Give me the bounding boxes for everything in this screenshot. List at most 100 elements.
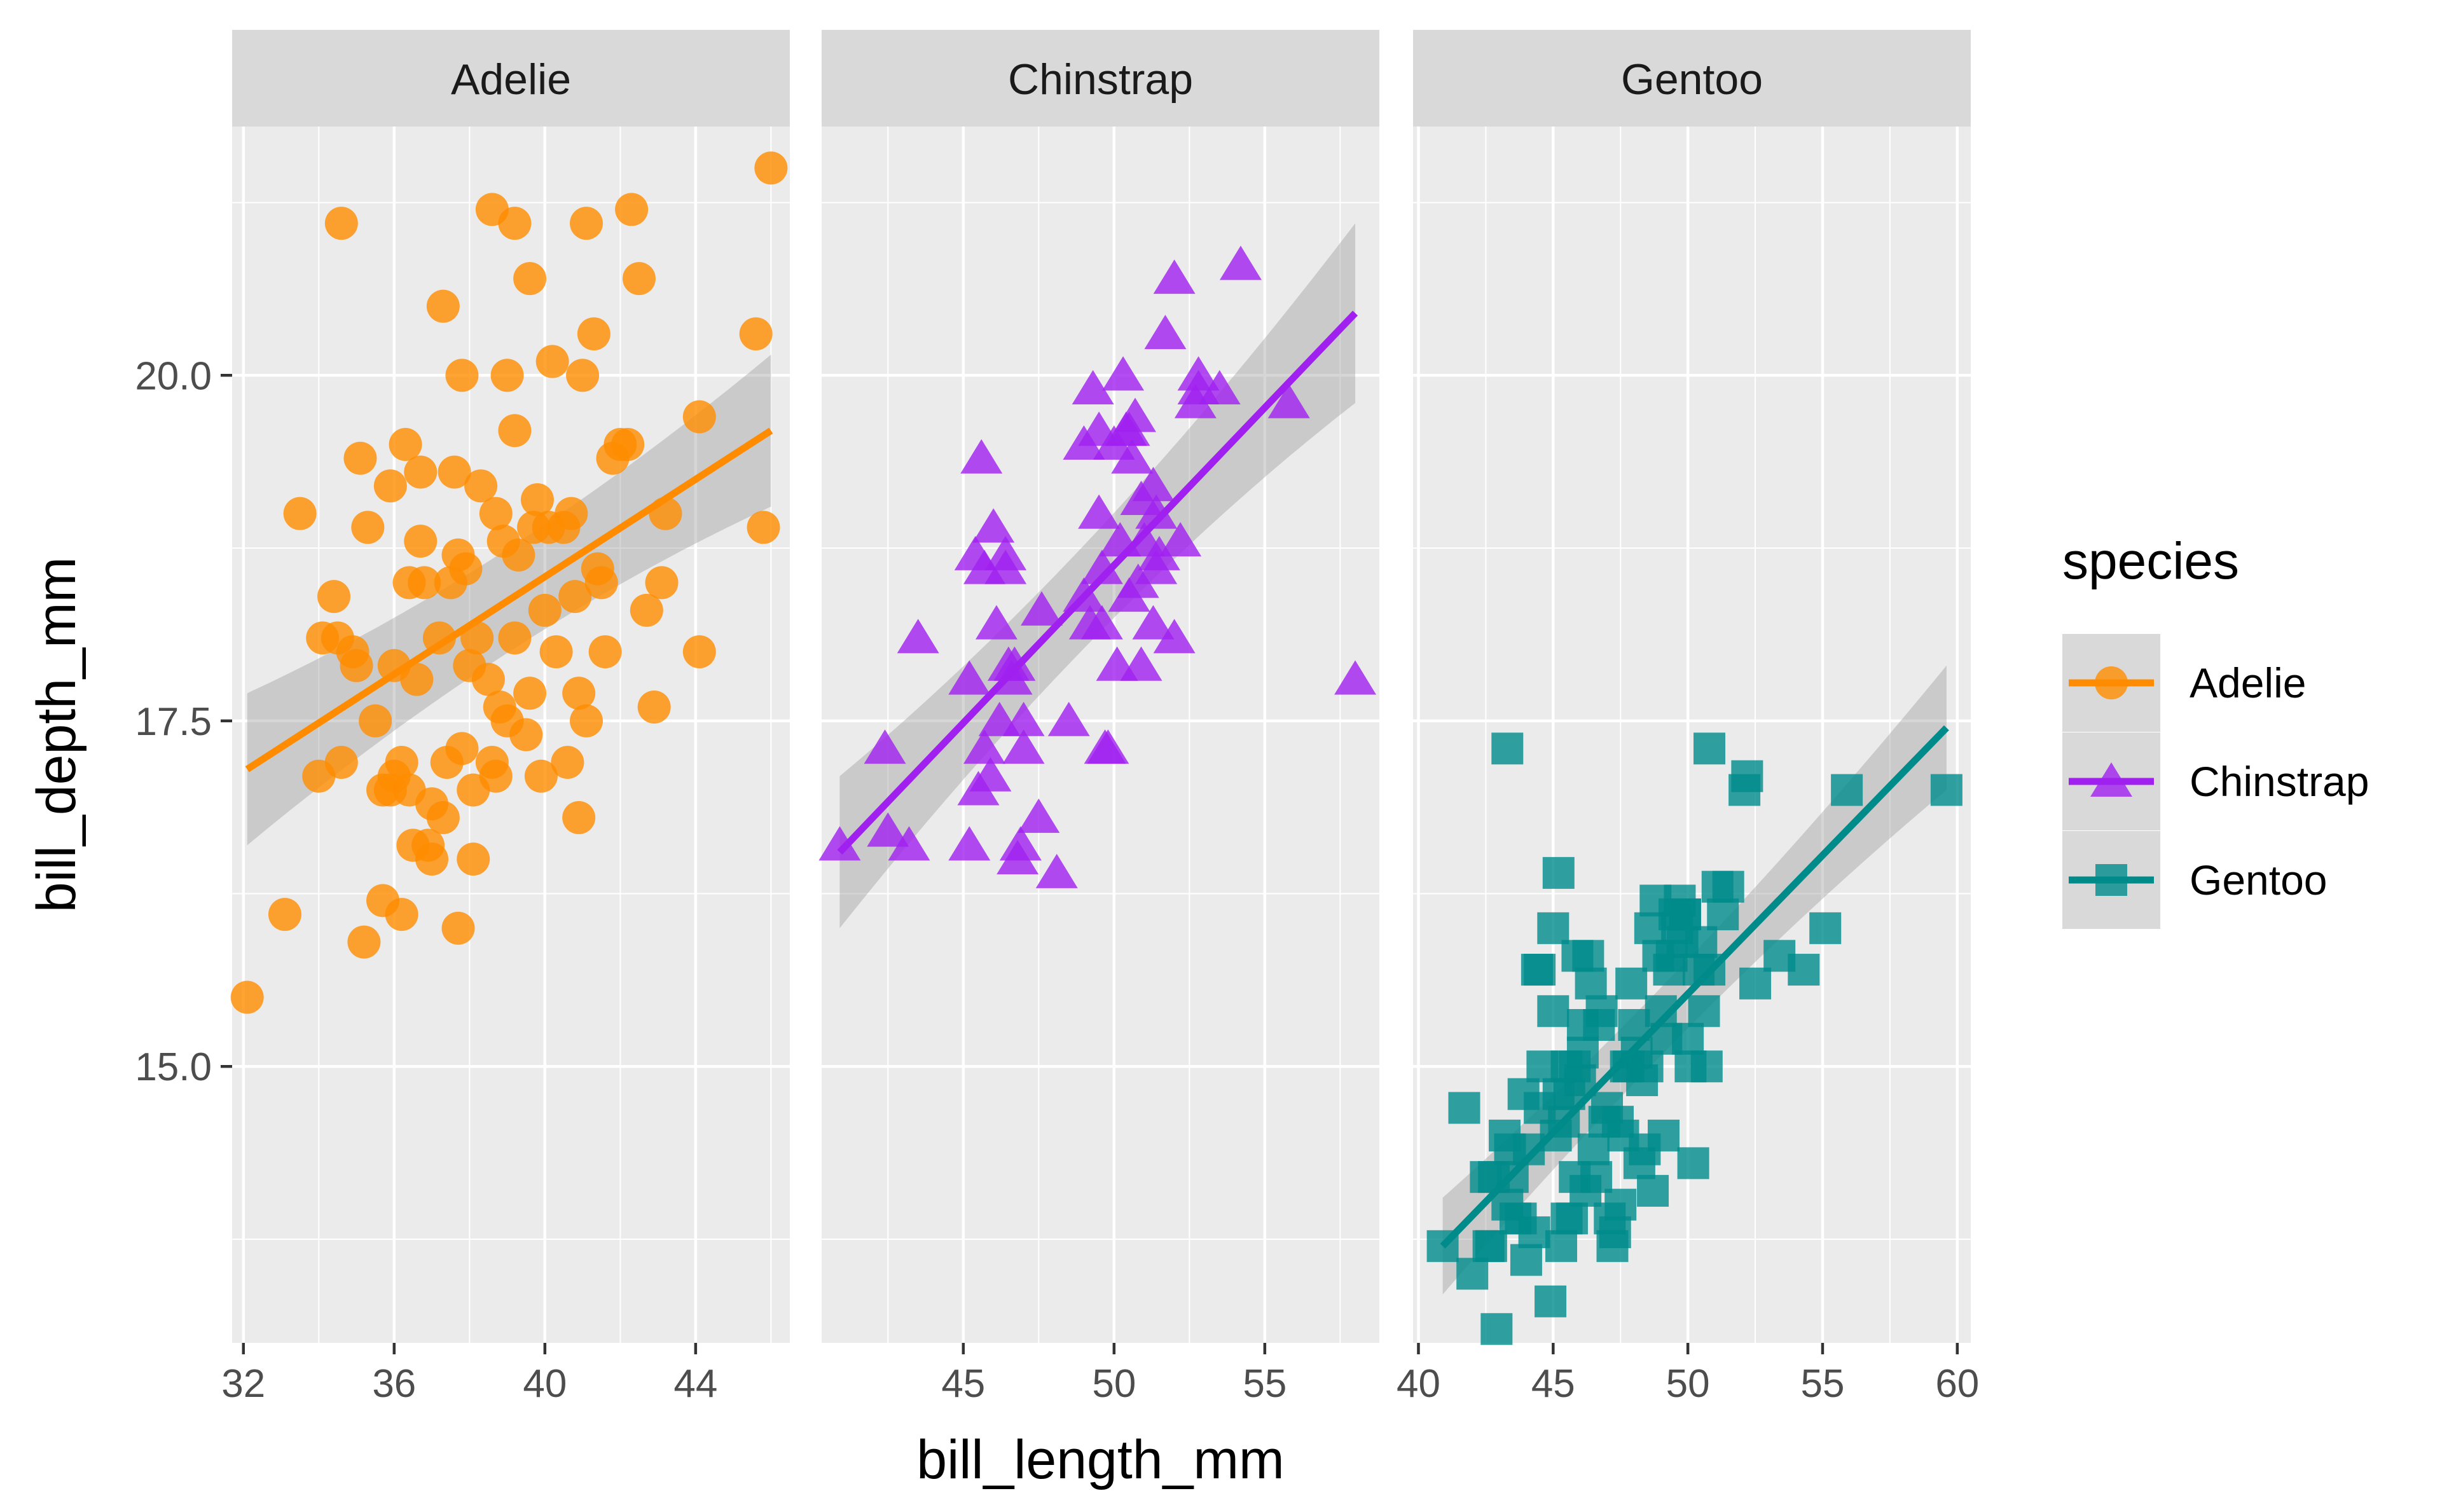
facet-strip-label: Gentoo [1621, 55, 1763, 104]
data-point [1087, 729, 1129, 764]
data-point [570, 704, 604, 738]
data-point [1480, 1313, 1513, 1345]
data-point [1144, 315, 1187, 350]
data-point [570, 207, 604, 240]
data-point [268, 898, 301, 931]
data-point [1475, 1230, 1507, 1262]
data-point [1537, 912, 1569, 944]
data-point [1526, 1050, 1559, 1083]
data-point [1072, 370, 1114, 405]
x-tick-label: 36 [372, 1362, 416, 1406]
data-point [1047, 701, 1090, 736]
data-point [1788, 954, 1820, 986]
x-tick-label: 45 [1531, 1362, 1575, 1406]
data-point [581, 552, 614, 586]
data-point [513, 677, 547, 710]
data-point [558, 580, 592, 614]
data-point [551, 745, 584, 779]
data-point [524, 759, 558, 793]
data-point [1707, 898, 1739, 931]
data-point [972, 508, 1015, 543]
data-point [645, 566, 679, 600]
data-point [528, 593, 562, 627]
facet-panel-adelie: Adelie 32 36 40 44 [221, 30, 790, 1406]
data-point [1035, 853, 1078, 888]
data-point [385, 745, 418, 779]
data-point [1575, 967, 1607, 1000]
data-point [562, 677, 596, 710]
data-point [490, 359, 524, 392]
x-tick-label: 55 [1800, 1362, 1844, 1406]
regression-line [1440, 725, 1949, 1249]
data-point [1491, 732, 1524, 765]
data-point [1637, 1174, 1669, 1207]
data-point [948, 660, 991, 695]
legend-entry-label: Chinstrap [2190, 758, 2369, 805]
data-point [1153, 259, 1196, 294]
data-point [596, 441, 630, 475]
x-tick-label: 55 [1243, 1362, 1287, 1406]
data-point [1545, 1230, 1578, 1262]
data-point [1080, 605, 1123, 640]
data-point [999, 826, 1042, 861]
data-point [1108, 411, 1150, 446]
data-point [404, 525, 438, 558]
facet-panel-chinstrap: Chinstrap 45 50 55 [818, 30, 1379, 1406]
data-point [562, 801, 596, 834]
data-point [509, 718, 543, 752]
data-point [1535, 1285, 1567, 1317]
data-point [682, 400, 716, 434]
data-point [1078, 411, 1121, 446]
data-point [389, 427, 422, 461]
x-tick-label: 40 [523, 1362, 567, 1406]
data-point [471, 663, 505, 696]
data-point [430, 745, 464, 779]
data-point [993, 646, 1036, 681]
data-point [426, 289, 460, 323]
data-point [1580, 1161, 1613, 1193]
x-tick-label: 50 [1092, 1362, 1136, 1406]
data-point [1002, 729, 1045, 764]
data-point [336, 635, 369, 669]
data-point [1021, 591, 1063, 626]
data-point [615, 193, 649, 226]
regression-line [837, 310, 1358, 855]
data-point [1507, 1078, 1540, 1110]
data-point [366, 773, 400, 807]
data-point [400, 663, 434, 696]
data-point [1120, 646, 1162, 681]
data-point [1510, 1244, 1542, 1276]
data-point [1456, 1258, 1489, 1290]
data-point [324, 207, 358, 240]
data-point [441, 911, 475, 945]
data-point [347, 925, 381, 959]
data-point [1334, 660, 1377, 695]
data-point [230, 980, 264, 1014]
data-point [1448, 1092, 1480, 1124]
data-point [588, 635, 622, 669]
data-point [897, 619, 939, 654]
data-point [324, 745, 358, 779]
data-point [415, 842, 449, 876]
data-point [948, 826, 991, 861]
data-point [637, 691, 671, 724]
x-axis-title: bill_length_mm [916, 1429, 1284, 1490]
data-point [1685, 926, 1718, 958]
legend-key-symbol [2090, 762, 2132, 797]
data-point [747, 511, 780, 544]
panel-background [822, 127, 1379, 1343]
data-point [445, 359, 479, 392]
data-point [1078, 494, 1121, 529]
x-tick-label: 50 [1666, 1362, 1710, 1406]
data-point [385, 898, 418, 931]
data-point [479, 759, 513, 793]
data-point [1577, 1133, 1610, 1165]
data-point [969, 757, 1012, 792]
x-tick-label: 44 [673, 1362, 717, 1406]
data-point [498, 621, 532, 655]
data-point [1677, 1147, 1709, 1179]
data-point [1739, 967, 1772, 1000]
data-point [1138, 535, 1180, 570]
data-point [520, 483, 554, 516]
